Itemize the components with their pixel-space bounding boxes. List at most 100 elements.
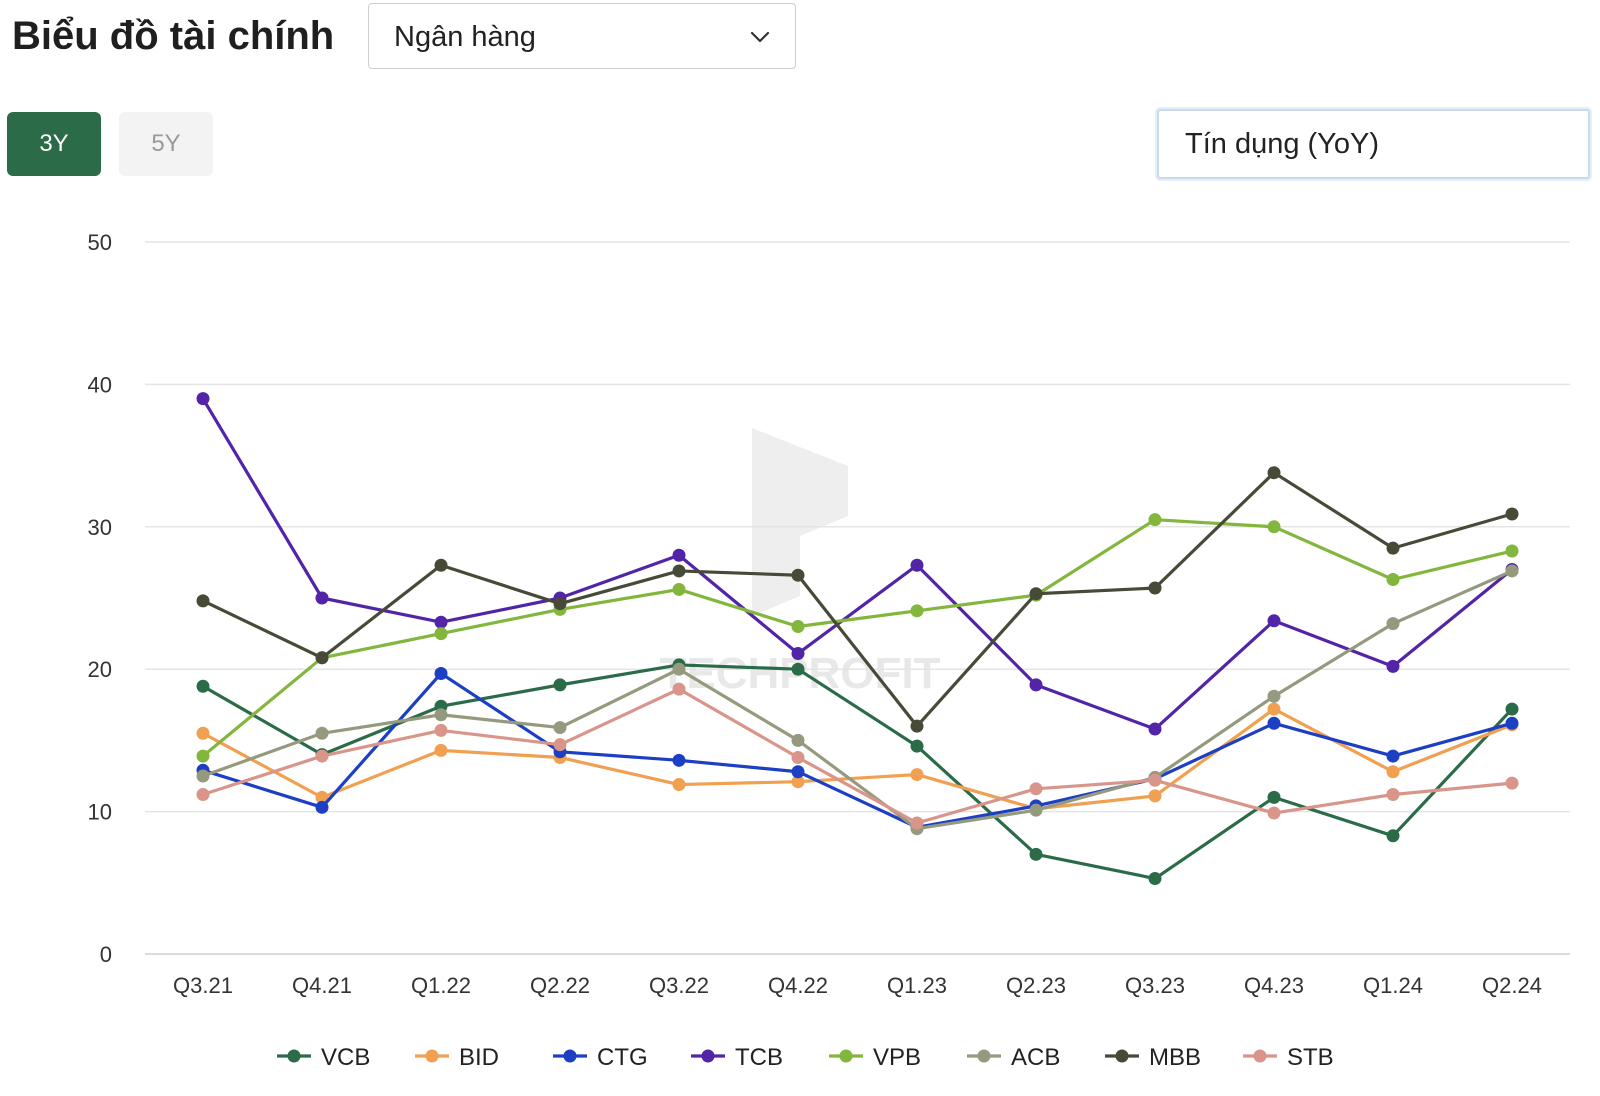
data-point[interactable] bbox=[1505, 507, 1519, 521]
data-point[interactable] bbox=[434, 723, 448, 737]
data-point[interactable] bbox=[791, 750, 805, 764]
data-point[interactable] bbox=[910, 816, 924, 830]
data-point[interactable] bbox=[196, 788, 210, 802]
data-point[interactable] bbox=[1148, 722, 1162, 736]
data-point[interactable] bbox=[553, 597, 567, 611]
data-point[interactable] bbox=[1267, 790, 1281, 804]
data-point[interactable] bbox=[196, 726, 210, 740]
legend-item-ctg[interactable]: CTG bbox=[553, 1044, 648, 1071]
data-point[interactable] bbox=[1386, 765, 1400, 779]
data-point[interactable] bbox=[791, 765, 805, 779]
data-point[interactable] bbox=[910, 558, 924, 572]
data-point[interactable] bbox=[1148, 789, 1162, 803]
data-point[interactable] bbox=[315, 591, 329, 605]
data-point[interactable] bbox=[315, 651, 329, 665]
legend-item-vcb[interactable]: VCB bbox=[277, 1044, 370, 1071]
data-point[interactable] bbox=[553, 678, 567, 692]
legend-item-bid[interactable]: BID bbox=[415, 1044, 499, 1071]
data-point[interactable] bbox=[434, 615, 448, 629]
data-point[interactable] bbox=[1386, 659, 1400, 673]
data-point[interactable] bbox=[434, 743, 448, 757]
metric-dropdown[interactable]: Tín dụng (YoY) bbox=[1157, 109, 1590, 179]
data-point[interactable] bbox=[910, 719, 924, 733]
data-point[interactable] bbox=[1505, 702, 1519, 716]
data-point[interactable] bbox=[791, 775, 805, 789]
series-line[interactable] bbox=[201, 471, 1514, 728]
data-point[interactable] bbox=[791, 662, 805, 676]
data-point[interactable] bbox=[434, 558, 448, 572]
legend-marker-icon bbox=[425, 1049, 439, 1063]
data-point[interactable] bbox=[196, 679, 210, 693]
series-line[interactable] bbox=[201, 518, 1514, 758]
series-line[interactable] bbox=[201, 397, 1514, 731]
data-point[interactable] bbox=[1148, 872, 1162, 886]
data-point[interactable] bbox=[196, 749, 210, 763]
data-point[interactable] bbox=[434, 708, 448, 722]
series-line[interactable] bbox=[201, 671, 1514, 829]
series-line[interactable] bbox=[201, 707, 1514, 811]
data-point[interactable] bbox=[1505, 716, 1519, 730]
data-point[interactable] bbox=[672, 778, 686, 792]
data-point[interactable] bbox=[791, 568, 805, 582]
data-point[interactable] bbox=[1029, 587, 1043, 601]
series-line[interactable] bbox=[201, 687, 1514, 825]
data-point[interactable] bbox=[1267, 614, 1281, 628]
data-point[interactable] bbox=[315, 749, 329, 763]
series-line[interactable] bbox=[201, 663, 1514, 881]
data-point[interactable] bbox=[1029, 803, 1043, 817]
data-point[interactable] bbox=[434, 666, 448, 680]
data-point[interactable] bbox=[1148, 581, 1162, 595]
data-point[interactable] bbox=[1267, 716, 1281, 730]
data-point[interactable] bbox=[1029, 782, 1043, 796]
data-point[interactable] bbox=[1386, 749, 1400, 763]
data-point[interactable] bbox=[553, 738, 567, 752]
data-point[interactable] bbox=[791, 647, 805, 661]
series-line[interactable] bbox=[201, 569, 1514, 831]
data-point[interactable] bbox=[196, 392, 210, 406]
data-point[interactable] bbox=[1267, 520, 1281, 534]
range-5y-button[interactable]: 5Y bbox=[119, 112, 213, 176]
data-point[interactable] bbox=[1267, 806, 1281, 820]
data-point[interactable] bbox=[553, 721, 567, 735]
data-point[interactable] bbox=[910, 604, 924, 618]
data-point[interactable] bbox=[791, 619, 805, 633]
watermark-logo-icon bbox=[752, 428, 848, 616]
data-point[interactable] bbox=[1386, 788, 1400, 802]
range-3y-button[interactable]: 3Y bbox=[7, 112, 101, 176]
legend-item-mbb[interactable]: MBB bbox=[1105, 1044, 1201, 1071]
data-point[interactable] bbox=[315, 726, 329, 740]
data-point[interactable] bbox=[791, 733, 805, 747]
data-point[interactable] bbox=[434, 627, 448, 641]
data-point[interactable] bbox=[1148, 513, 1162, 527]
data-point[interactable] bbox=[196, 594, 210, 608]
data-point[interactable] bbox=[1386, 829, 1400, 843]
data-point[interactable] bbox=[910, 768, 924, 782]
legend-item-vpb[interactable]: VPB bbox=[829, 1044, 921, 1071]
data-point[interactable] bbox=[1386, 617, 1400, 631]
data-point[interactable] bbox=[1267, 466, 1281, 480]
data-point[interactable] bbox=[1029, 847, 1043, 861]
data-point[interactable] bbox=[1267, 702, 1281, 716]
data-point[interactable] bbox=[672, 548, 686, 562]
sector-dropdown[interactable]: Ngân hàng bbox=[368, 3, 796, 69]
data-point[interactable] bbox=[1505, 564, 1519, 578]
legend-item-tcb[interactable]: TCB bbox=[691, 1044, 783, 1071]
data-point[interactable] bbox=[672, 753, 686, 767]
data-point[interactable] bbox=[315, 800, 329, 814]
data-point[interactable] bbox=[1505, 544, 1519, 558]
data-point[interactable] bbox=[672, 564, 686, 578]
data-point[interactable] bbox=[1505, 776, 1519, 790]
legend-item-acb[interactable]: ACB bbox=[967, 1044, 1060, 1071]
legend-item-stb[interactable]: STB bbox=[1243, 1044, 1334, 1071]
data-point[interactable] bbox=[672, 682, 686, 696]
data-point[interactable] bbox=[1386, 541, 1400, 555]
data-point[interactable] bbox=[1386, 572, 1400, 586]
data-point[interactable] bbox=[315, 790, 329, 804]
data-point[interactable] bbox=[910, 739, 924, 753]
data-point[interactable] bbox=[1267, 689, 1281, 703]
data-point[interactable] bbox=[672, 582, 686, 596]
data-point[interactable] bbox=[196, 769, 210, 783]
data-point[interactable] bbox=[1148, 773, 1162, 787]
data-point[interactable] bbox=[1029, 678, 1043, 692]
data-point[interactable] bbox=[672, 662, 686, 676]
